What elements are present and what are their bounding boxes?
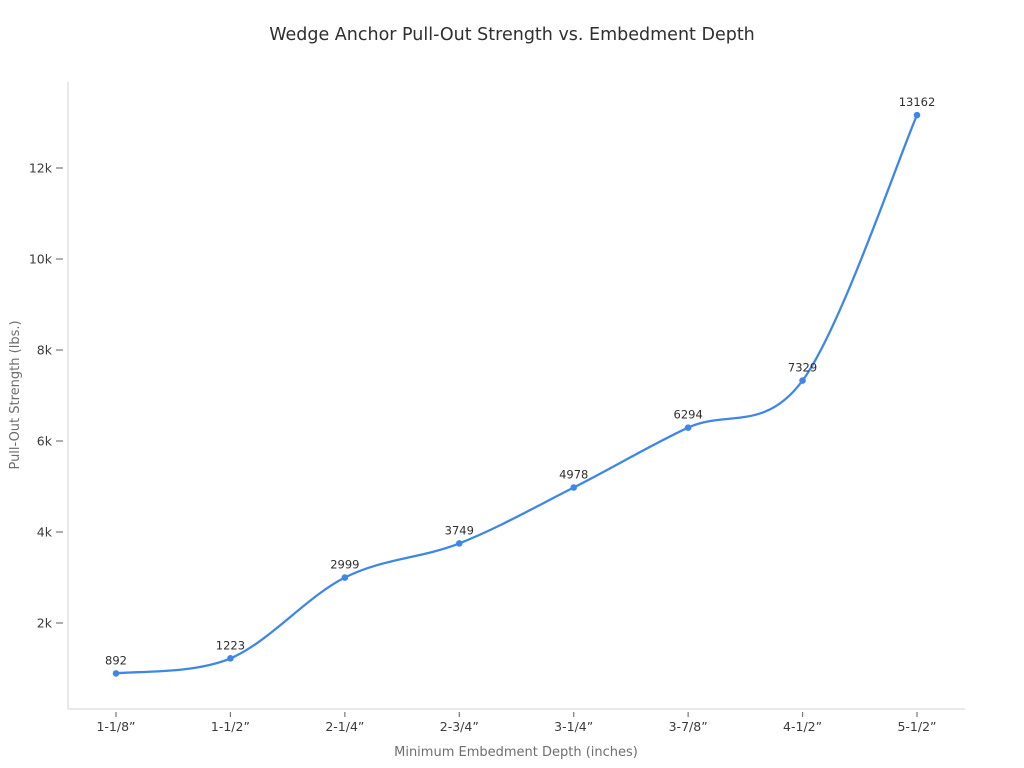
x-tick-label: 2-1/4” [325,719,364,734]
data-point-label: 3749 [445,523,474,537]
axes-layer [67,82,965,710]
series-markers-layer [112,111,921,677]
series-line [114,113,919,675]
data-point-label: 7329 [788,361,817,375]
y-axis-title: Pull-Out Strength (lbs.) [8,320,23,469]
y-tick-label: 6k [37,434,53,449]
y-tick-label: 10k [29,251,53,266]
x-axis-title: Minimum Embedment Depth (inches) [394,745,638,760]
data-point-marker [112,670,120,677]
y-tick-label: 4k [37,525,53,540]
data-point-label: 4978 [559,468,588,482]
ticks-layer: 2k 4k 6k 8k 10k 12k 1-1/8” 1-1/2” 2-1/4” 2-3/4” 3-… [29,160,937,734]
data-point-marker [455,540,463,547]
data-point-label: 6294 [674,408,703,422]
x-tick-label: 1-1/8” [96,719,135,734]
x-tick-label: 3-7/8” [669,719,708,734]
data-point-marker [570,484,578,491]
y-tick-label: 12k [29,160,53,175]
x-tick-label: 5-1/2” [897,719,936,734]
data-point-marker [341,574,349,581]
data-point-label: 2999 [330,558,359,572]
data-point-label: 1223 [216,638,245,652]
data-point-marker [227,655,234,662]
x-tick-label: 4-1/2” [783,719,822,734]
chart-title: Wedge Anchor Pull-Out Strength vs. Embed… [269,25,755,45]
y-tick-label: 2k [37,616,53,631]
y-tick-label: 8k [37,342,53,357]
data-point-marker [684,424,692,431]
point-labels-layer: 892 1223 2999 3749 4978 6294 7329 13162 [105,95,935,667]
series-line-layer [114,113,919,675]
x-tick-label: 1-1/2” [211,719,250,734]
data-point-label: 13162 [899,95,936,109]
data-point-marker [913,111,921,119]
data-point-marker [799,377,806,384]
data-point-label: 892 [105,653,127,667]
x-tick-label: 2-3/4” [440,719,479,734]
x-tick-label: 3-1/4” [554,719,593,734]
